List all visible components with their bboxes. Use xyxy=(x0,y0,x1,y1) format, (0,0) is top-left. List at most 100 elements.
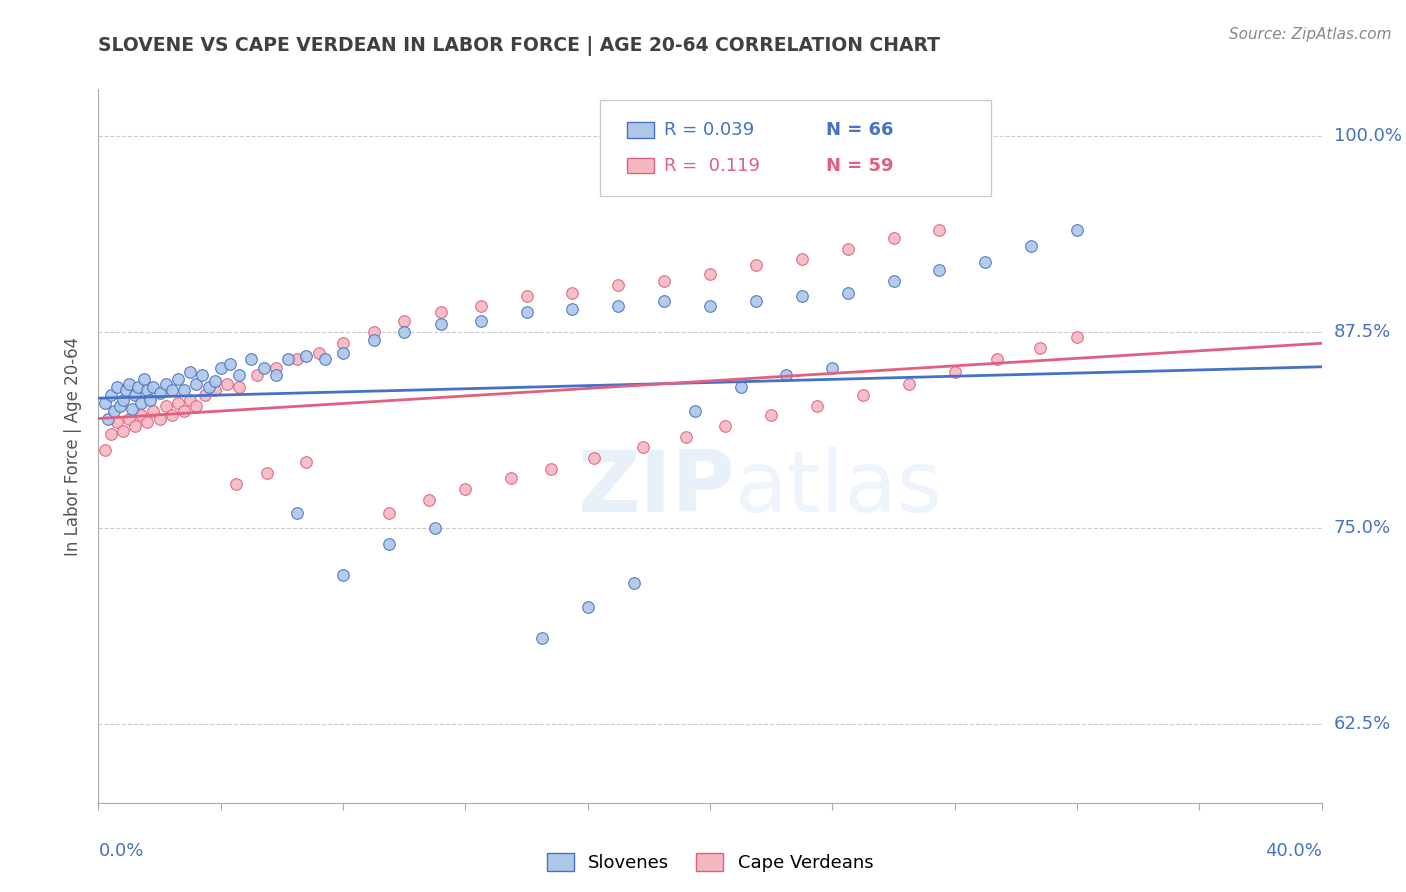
Point xyxy=(974,254,997,268)
Point xyxy=(179,364,201,378)
Point xyxy=(631,440,654,454)
Point xyxy=(790,252,813,266)
Text: 40.0%: 40.0% xyxy=(1265,842,1322,860)
Point xyxy=(363,333,385,347)
Point xyxy=(652,274,675,288)
Point xyxy=(837,286,859,301)
Point xyxy=(197,380,219,394)
Text: 62.5%: 62.5% xyxy=(1334,715,1391,733)
Point xyxy=(124,388,146,402)
Point xyxy=(100,388,122,402)
Point xyxy=(821,361,844,376)
Text: 75.0%: 75.0% xyxy=(1334,519,1391,537)
Point xyxy=(167,396,190,410)
Text: Source: ZipAtlas.com: Source: ZipAtlas.com xyxy=(1229,27,1392,42)
Point xyxy=(1029,341,1052,355)
Point xyxy=(191,368,214,382)
Point xyxy=(103,403,125,417)
Point xyxy=(540,461,562,475)
Point xyxy=(139,392,162,407)
Point xyxy=(173,403,195,417)
Text: atlas: atlas xyxy=(734,447,942,531)
Point xyxy=(986,351,1008,366)
Point xyxy=(142,403,165,417)
Point xyxy=(730,380,752,394)
Point xyxy=(745,258,768,272)
Point xyxy=(108,399,131,413)
Point xyxy=(264,361,287,376)
Point xyxy=(470,314,492,328)
Point xyxy=(928,223,950,237)
Point xyxy=(129,409,152,423)
Point xyxy=(423,521,446,535)
Point xyxy=(118,411,141,425)
Point xyxy=(129,396,152,410)
Point xyxy=(561,301,583,316)
Point xyxy=(118,377,141,392)
Legend: Slovenes, Cape Verdeans: Slovenes, Cape Verdeans xyxy=(540,846,880,880)
Point xyxy=(607,299,630,313)
Text: N = 59: N = 59 xyxy=(827,157,894,175)
Point xyxy=(256,467,278,481)
Point xyxy=(883,231,905,245)
FancyBboxPatch shape xyxy=(627,122,654,137)
Point xyxy=(97,411,120,425)
Point xyxy=(264,368,287,382)
Point xyxy=(430,318,453,332)
Point xyxy=(160,409,183,423)
Point xyxy=(470,299,492,313)
Point xyxy=(186,377,208,392)
Point xyxy=(623,576,645,591)
Point xyxy=(314,351,336,366)
Point xyxy=(295,455,318,469)
Point xyxy=(219,357,242,371)
Point xyxy=(142,380,165,394)
Point xyxy=(683,403,706,417)
Text: N = 66: N = 66 xyxy=(827,121,894,139)
Point xyxy=(204,384,226,398)
Point xyxy=(204,374,226,388)
Point xyxy=(675,430,697,444)
Point xyxy=(897,377,920,392)
Point xyxy=(699,267,721,281)
Point xyxy=(806,399,828,413)
Point xyxy=(285,506,308,520)
Point xyxy=(295,349,318,363)
Point xyxy=(149,411,172,425)
Point xyxy=(699,299,721,313)
Point xyxy=(127,380,149,394)
Point xyxy=(418,493,440,508)
Point xyxy=(607,278,630,293)
Point xyxy=(1066,223,1088,237)
Point xyxy=(155,399,177,413)
Text: R = 0.039: R = 0.039 xyxy=(664,121,754,139)
Point xyxy=(530,631,553,645)
Point xyxy=(115,384,138,398)
Point xyxy=(392,314,416,328)
Point xyxy=(1066,330,1088,344)
Point xyxy=(332,345,354,359)
FancyBboxPatch shape xyxy=(627,158,654,173)
Point xyxy=(134,372,156,386)
Point xyxy=(714,419,737,434)
Point xyxy=(105,380,128,394)
Point xyxy=(332,568,354,582)
Point xyxy=(332,336,354,351)
Point xyxy=(246,368,269,382)
Point xyxy=(775,368,797,382)
Point xyxy=(759,409,782,423)
Text: SLOVENE VS CAPE VERDEAN IN LABOR FORCE | AGE 20-64 CORRELATION CHART: SLOVENE VS CAPE VERDEAN IN LABOR FORCE |… xyxy=(98,36,941,55)
Point xyxy=(149,386,172,401)
Point xyxy=(790,289,813,303)
FancyBboxPatch shape xyxy=(600,100,991,196)
Point xyxy=(454,482,477,496)
Point xyxy=(167,372,190,386)
Point xyxy=(215,377,238,392)
Point xyxy=(228,380,250,394)
Point xyxy=(186,399,208,413)
Text: 100.0%: 100.0% xyxy=(1334,128,1402,145)
Point xyxy=(308,345,330,359)
Point xyxy=(155,377,177,392)
Point xyxy=(225,477,247,491)
Point xyxy=(576,599,599,614)
